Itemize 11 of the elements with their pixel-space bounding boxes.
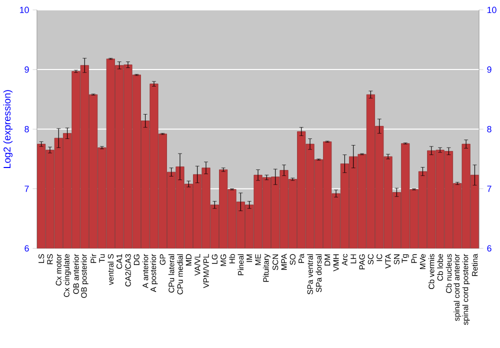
y2-tick-label: 10 — [487, 6, 496, 14]
y-axis-title: Log2 (expression) — [3, 90, 13, 168]
y-tick-label: 6 — [24, 245, 29, 252]
y-tick-label: 10 — [20, 6, 29, 14]
y2-tick-label: 8 — [487, 126, 492, 132]
y2-tick-label: 6 — [487, 245, 492, 252]
y-tick-label: 8 — [24, 126, 29, 132]
y2-tick-label: 7 — [487, 186, 492, 192]
y-tick-label: 9 — [24, 66, 29, 73]
y2-tick-label: 9 — [487, 66, 492, 73]
y-tick-label: 7 — [24, 186, 29, 192]
